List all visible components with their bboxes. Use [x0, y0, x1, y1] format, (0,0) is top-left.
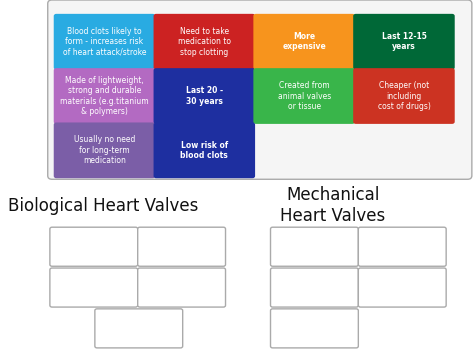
Text: More
expensive: More expensive [282, 32, 326, 51]
Text: Last 12-15
years: Last 12-15 years [382, 32, 427, 51]
FancyBboxPatch shape [50, 268, 138, 307]
FancyBboxPatch shape [271, 268, 358, 307]
FancyBboxPatch shape [48, 0, 472, 179]
FancyBboxPatch shape [353, 14, 455, 70]
FancyBboxPatch shape [95, 309, 182, 348]
FancyBboxPatch shape [138, 227, 226, 266]
FancyBboxPatch shape [254, 14, 355, 70]
Text: Last 20 -
30 years: Last 20 - 30 years [186, 86, 223, 106]
FancyBboxPatch shape [353, 68, 455, 124]
FancyBboxPatch shape [54, 122, 155, 178]
FancyBboxPatch shape [154, 68, 255, 124]
FancyBboxPatch shape [154, 122, 255, 178]
Text: Mechanical
Heart Valves: Mechanical Heart Valves [280, 186, 385, 225]
FancyBboxPatch shape [271, 227, 358, 266]
Text: Low risk of
blood clots: Low risk of blood clots [181, 141, 228, 160]
Text: Created from
animal valves
or tissue: Created from animal valves or tissue [277, 81, 331, 111]
FancyBboxPatch shape [254, 68, 355, 124]
Text: Cheaper (not
including
cost of drugs): Cheaper (not including cost of drugs) [377, 81, 430, 111]
FancyBboxPatch shape [138, 268, 226, 307]
FancyBboxPatch shape [271, 309, 358, 348]
FancyBboxPatch shape [50, 227, 138, 266]
Text: Biological Heart Valves: Biological Heart Valves [8, 197, 199, 215]
FancyBboxPatch shape [54, 14, 155, 70]
Text: Usually no need
for long-term
medication: Usually no need for long-term medication [74, 136, 135, 165]
FancyBboxPatch shape [358, 227, 446, 266]
Text: Made of lightweight,
strong and durable
materials (e.g.titanium
& polymers): Made of lightweight, strong and durable … [60, 76, 149, 116]
Text: Blood clots likely to
form - increases risk
of heart attack/stroke: Blood clots likely to form - increases r… [63, 27, 146, 56]
Text: Need to take
medication to
stop clotting: Need to take medication to stop clotting [178, 27, 231, 56]
FancyBboxPatch shape [358, 268, 446, 307]
FancyBboxPatch shape [54, 68, 155, 124]
FancyBboxPatch shape [154, 14, 255, 70]
